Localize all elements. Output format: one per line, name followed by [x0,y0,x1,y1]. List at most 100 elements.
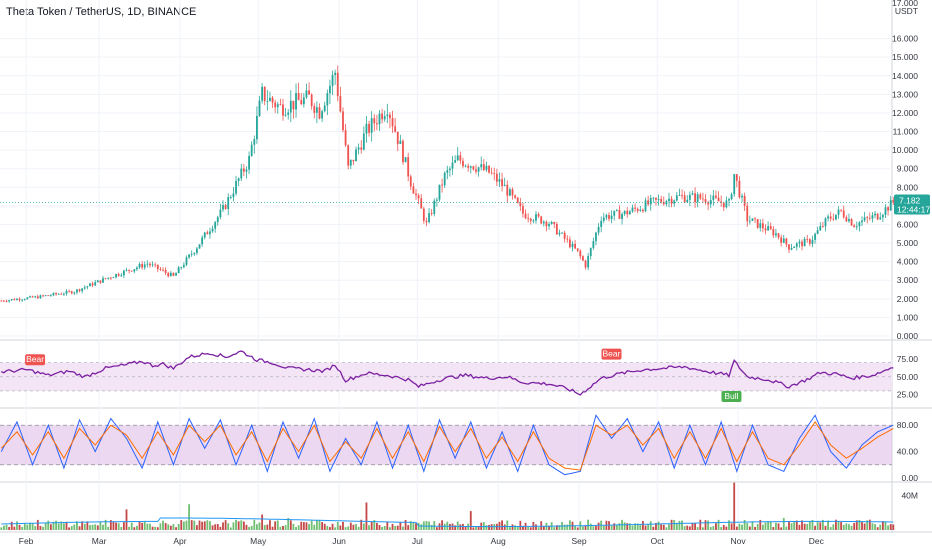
last-price-countdown: 12:44:17 [897,204,930,214]
volume-bar [720,527,723,530]
volume-bar [678,520,681,530]
candle-body [835,214,837,220]
volume-bar [177,523,180,530]
candle-body [733,174,736,195]
candle-body [495,173,498,182]
volume-bar [874,524,876,530]
volume-bar [167,524,170,530]
candle-body [29,296,31,298]
candle-body [829,216,832,219]
candle-body [297,93,300,101]
candle-body [57,293,60,295]
volume-bar [587,519,590,530]
volume-bar [305,522,308,530]
candle-body [415,193,417,196]
candle-body [21,299,24,301]
candle-body [618,209,621,219]
candle-body [863,217,866,221]
volume-bar [435,527,438,530]
time-axis-label: Nov [731,536,747,546]
volume-bar [117,523,120,530]
volume-bar [644,525,647,530]
candle-body [284,114,287,116]
last-price-tag [894,194,930,215]
candle-body [60,293,63,295]
candle-body [292,100,295,110]
candle-body [235,180,237,194]
signals-layer: Bear Bear Bull [25,348,742,402]
candle-body [715,195,717,198]
candle-body [23,299,26,301]
signal-label: Bull [724,391,738,401]
volume-bar [211,525,214,530]
volume-bar [26,524,29,530]
volume-bar [430,524,433,530]
candle-body [109,277,112,279]
candle-body [138,264,141,268]
candle-body [467,165,470,168]
volume-bar [701,527,704,530]
volume-bar [746,523,749,530]
volume-bar [407,525,410,530]
volume-bar [508,527,511,530]
candle-body [222,205,224,210]
volume-bar [759,519,762,530]
volume-bar [699,519,702,530]
candle-body [149,263,151,266]
candle-body [636,208,639,211]
candle-body [394,126,397,132]
volume-bar [649,521,652,530]
volume-bar [853,522,856,530]
candle-body [751,218,754,221]
volume-bar [365,502,368,530]
volume-bar [824,525,827,530]
candle-body [276,104,279,108]
candle-body [430,213,433,214]
candle-body [595,232,597,242]
candle-body [501,179,503,187]
volume-bar [730,523,733,530]
volume-bar [318,520,321,530]
volume-bar [237,521,240,530]
candle-body [759,223,762,228]
candle-body [887,207,890,211]
candle-body [527,218,530,219]
candle-body [837,209,840,215]
candle-body [128,269,131,271]
volume-bar [386,521,389,530]
candle-body [511,189,514,196]
volume-bar [863,523,866,530]
volume-bar [83,523,86,530]
volume-bar [76,521,78,530]
volume-bar [647,524,650,530]
candle-body [169,272,172,277]
candle-body [409,176,412,187]
volume-bar [715,523,717,530]
candle-body [402,140,404,163]
chart-title: Theta Token / TetherUS, 1D, BINANCE [6,6,197,18]
volume-bar [516,526,519,530]
candle-body [516,197,519,203]
candle-body [94,282,97,286]
time-axis-label: May [250,536,267,546]
candle-body [634,207,637,209]
volume-bar [595,525,597,530]
candle-body [107,277,110,279]
candle-body [370,118,373,133]
volume-bar [326,525,329,530]
volume-bar [10,521,13,530]
volume-bar [485,525,488,530]
volume-bar [349,522,352,530]
volume-bar [592,526,595,530]
volume-bar [858,520,861,530]
volume-bar [216,524,219,530]
candle-body [237,178,240,181]
candle-body [649,197,652,205]
volume-bar [36,519,39,530]
volume-bar [287,517,290,530]
candle-body [764,228,767,231]
volume-bar [584,525,587,530]
volume-bar [754,526,756,530]
candle-body [788,244,790,250]
